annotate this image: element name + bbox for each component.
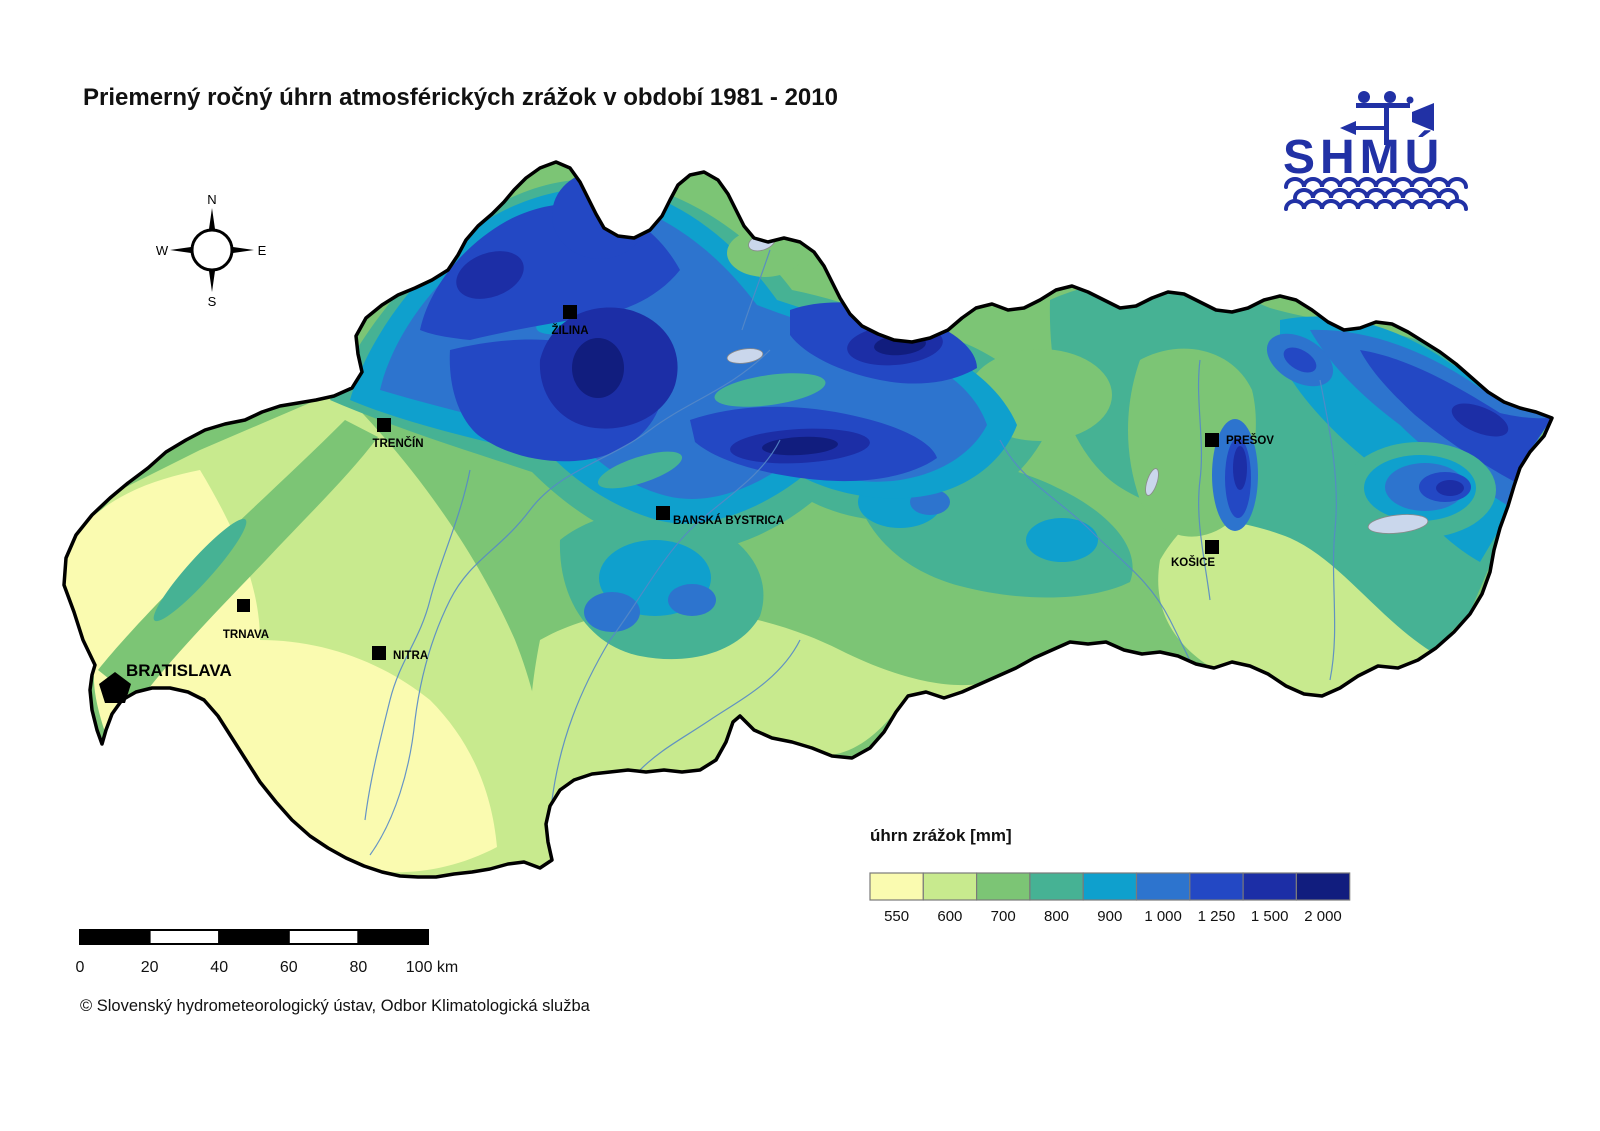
city-marker-banska-bystrica <box>656 506 670 520</box>
shmu-logo: SHMÚ <box>1283 91 1468 211</box>
slovakia-border <box>62 160 1554 879</box>
legend-swatch <box>1082 872 1138 901</box>
scale-tick: 40 <box>210 959 228 976</box>
shmu-logo-text: SHMÚ <box>1283 129 1444 184</box>
scale-tick: 60 <box>280 959 298 976</box>
precipitation-contours <box>64 162 1552 877</box>
legend-label: 800 <box>1044 908 1069 925</box>
city-label-trencin: TRENČÍN <box>372 437 423 450</box>
city-marker-kosice <box>1205 540 1219 554</box>
legend-label: 2 000 <box>1304 908 1342 925</box>
compass-e: E <box>258 243 267 258</box>
precipitation-legend: 550 600 700 800 900 1 000 1 250 1 500 2 … <box>869 872 1351 925</box>
legend-label: 700 <box>991 908 1016 925</box>
legend-swatch <box>869 872 924 901</box>
city-label-nitra: NITRA <box>393 650 428 662</box>
legend-swatch <box>975 872 1031 901</box>
legend-swatch <box>1189 872 1244 901</box>
legend-swatch <box>1029 872 1084 901</box>
scale-end-label: 100 km <box>406 959 458 976</box>
page-title: Priemerný ročný úhrn atmosférických zráž… <box>83 84 838 111</box>
legend-label: 600 <box>937 908 962 925</box>
city-marker-zilina <box>563 305 577 319</box>
legend-swatch <box>1242 872 1297 901</box>
waves-icon <box>1284 177 1468 211</box>
legend-label: 550 <box>884 908 909 925</box>
city-marker-presov <box>1205 433 1219 447</box>
compass-w: W <box>156 243 169 258</box>
city-marker-nitra <box>372 646 386 660</box>
compass-rose: N S E W <box>156 192 267 309</box>
scale-tick: 80 <box>350 959 368 976</box>
city-label-presov: PREŠOV <box>1226 434 1274 447</box>
scale-bar: 0 20 40 60 80 100 km <box>76 929 458 976</box>
compass-s: S <box>208 294 217 309</box>
scale-tick: 20 <box>141 959 159 976</box>
city-label-trnava: TRNAVA <box>223 629 269 641</box>
city-marker-trnava <box>237 599 250 612</box>
wind-vane-icon <box>1340 91 1434 145</box>
compass-n: N <box>207 192 216 207</box>
legend-swatch <box>1135 872 1191 901</box>
cities: ŽILINA TRENČÍN BANSKÁ BYSTRICA PREŠOV KO… <box>99 305 1274 703</box>
legend-label: 1 500 <box>1251 908 1289 925</box>
legend-label: 900 <box>1097 908 1122 925</box>
copyright-text: © Slovenský hydrometeorologický ústav, O… <box>80 997 590 1015</box>
city-label-bratislava: BRATISLAVA <box>126 661 232 680</box>
legend-swatch <box>922 872 978 901</box>
legend-swatch <box>1295 872 1351 901</box>
legend-title: úhrn zrážok [mm] <box>870 826 1012 845</box>
city-label-kosice: KOŠICE <box>1171 556 1215 569</box>
legend-label: 1 250 <box>1198 908 1236 925</box>
city-marker-trencin <box>377 418 391 432</box>
city-label-zilina: ŽILINA <box>551 324 588 337</box>
city-marker-bratislava <box>99 672 131 703</box>
scale-tick: 0 <box>76 959 85 976</box>
legend-label: 1 000 <box>1144 908 1182 925</box>
city-label-banska-bystrica: BANSKÁ BYSTRICA <box>673 514 784 527</box>
rivers <box>364 249 1337 856</box>
